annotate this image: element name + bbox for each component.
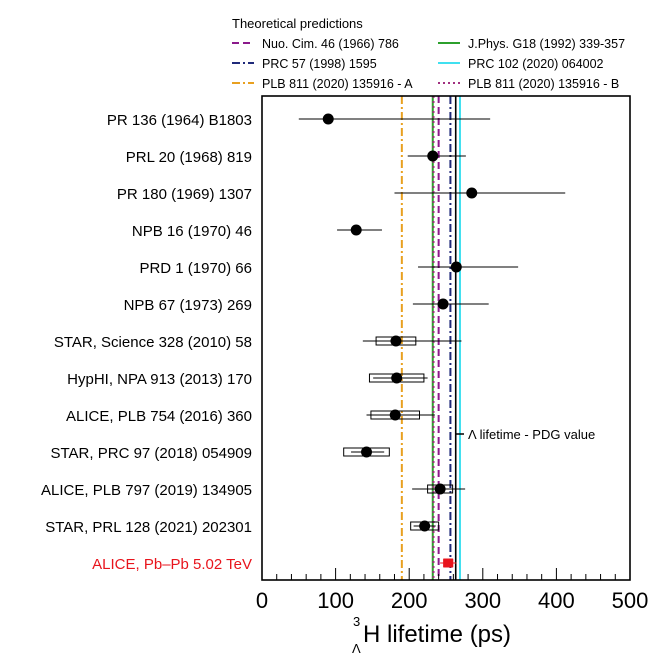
- data-marker: [427, 150, 439, 162]
- measurement-point: [412, 298, 489, 310]
- measurement-label: ALICE, PLB 754 (2016) 360: [66, 408, 252, 425]
- data-marker: [390, 335, 402, 347]
- measurement-label: STAR, PRC 97 (2018) 054909: [51, 445, 253, 462]
- data-marker: [450, 261, 462, 273]
- measurement-point: [337, 224, 382, 236]
- legend-entry: Nuo. Cim. 46 (1966) 786: [262, 37, 399, 51]
- legend-entry: PLB 811 (2020) 135916 - B: [468, 77, 619, 91]
- measurement-point: [366, 409, 435, 421]
- measurement-point: [412, 483, 466, 495]
- measurement-point: [298, 113, 491, 125]
- x-axis-title-subscript: Λ: [352, 641, 361, 656]
- measurement-point: [418, 261, 519, 273]
- data-marker: [434, 483, 446, 495]
- x-tick-label: 100: [317, 588, 354, 613]
- pdg-annotation: Λ lifetime - PDG value: [456, 427, 595, 442]
- measurement-label: ALICE, Pb–Pb 5.02 TeV: [92, 556, 252, 573]
- legend-title: Theoretical predictions: [232, 16, 363, 31]
- measurement-label: NPB 67 (1973) 269: [124, 297, 252, 314]
- x-tick-label: 0: [256, 588, 268, 613]
- pdg-label: Λ lifetime - PDG value: [468, 427, 595, 442]
- measurement-point: [394, 187, 566, 199]
- measurement-label: ALICE, PLB 797 (2019) 134905: [41, 482, 252, 499]
- measurement-point: [407, 150, 466, 162]
- data-marker: [419, 520, 431, 532]
- x-axis-title-superscript: 3: [353, 614, 360, 629]
- measurement-point: [410, 520, 440, 532]
- data-marker: [389, 409, 401, 421]
- x-axis: 0 100 200 300 400 500: [256, 568, 648, 613]
- measurement-point: [440, 558, 457, 568]
- data-marker: [437, 298, 449, 310]
- data-marker: [361, 446, 373, 458]
- measurement-label: PRL 20 (1968) 819: [126, 149, 252, 166]
- measurement-point: [343, 446, 390, 458]
- measurements: [298, 113, 566, 568]
- x-tick-label: 300: [464, 588, 501, 613]
- measurement-label: PR 136 (1964) B1803: [107, 112, 252, 129]
- legend-entry: PRC 57 (1998) 1595: [262, 57, 377, 71]
- legend-entry: PLB 811 (2020) 135916 - A: [262, 77, 413, 91]
- measurement-label: HypHI, NPA 913 (2013) 170: [67, 371, 252, 388]
- x-axis-title: 3 Λ H lifetime (ps): [352, 614, 511, 656]
- measurement-label: PRD 1 (1970) 66: [139, 260, 252, 277]
- data-marker: [322, 113, 334, 125]
- measurement-label: PR 180 (1969) 1307: [117, 186, 252, 203]
- legend-entry: PRC 102 (2020) 064002: [468, 57, 604, 71]
- legend: Theoretical predictions Nuo. Cim. 46 (19…: [232, 16, 625, 91]
- measurement-label: NPB 16 (1970) 46: [132, 223, 252, 240]
- measurement-labels: PR 136 (1964) B1803 PRL 20 (1968) 819 PR 1…: [41, 112, 252, 573]
- x-tick-label: 500: [612, 588, 649, 613]
- x-axis-title-text: H lifetime (ps): [363, 621, 511, 648]
- theory-lines: [400, 96, 461, 580]
- data-marker: [391, 372, 403, 384]
- x-tick-label: 400: [538, 588, 575, 613]
- x-tick-label: 200: [391, 588, 428, 613]
- measurement-label: STAR, Science 328 (2010) 58: [54, 334, 252, 351]
- data-marker: [466, 187, 478, 199]
- data-marker: [350, 224, 362, 236]
- data-marker: [443, 559, 454, 567]
- measurement-point: [368, 372, 428, 384]
- measurement-label: STAR, PRL 128 (2021) 202301: [45, 519, 252, 536]
- measurement-point: [362, 335, 462, 347]
- plot-frame: [261, 95, 631, 581]
- legend-entry: J.Phys. G18 (1992) 339-357: [468, 37, 625, 51]
